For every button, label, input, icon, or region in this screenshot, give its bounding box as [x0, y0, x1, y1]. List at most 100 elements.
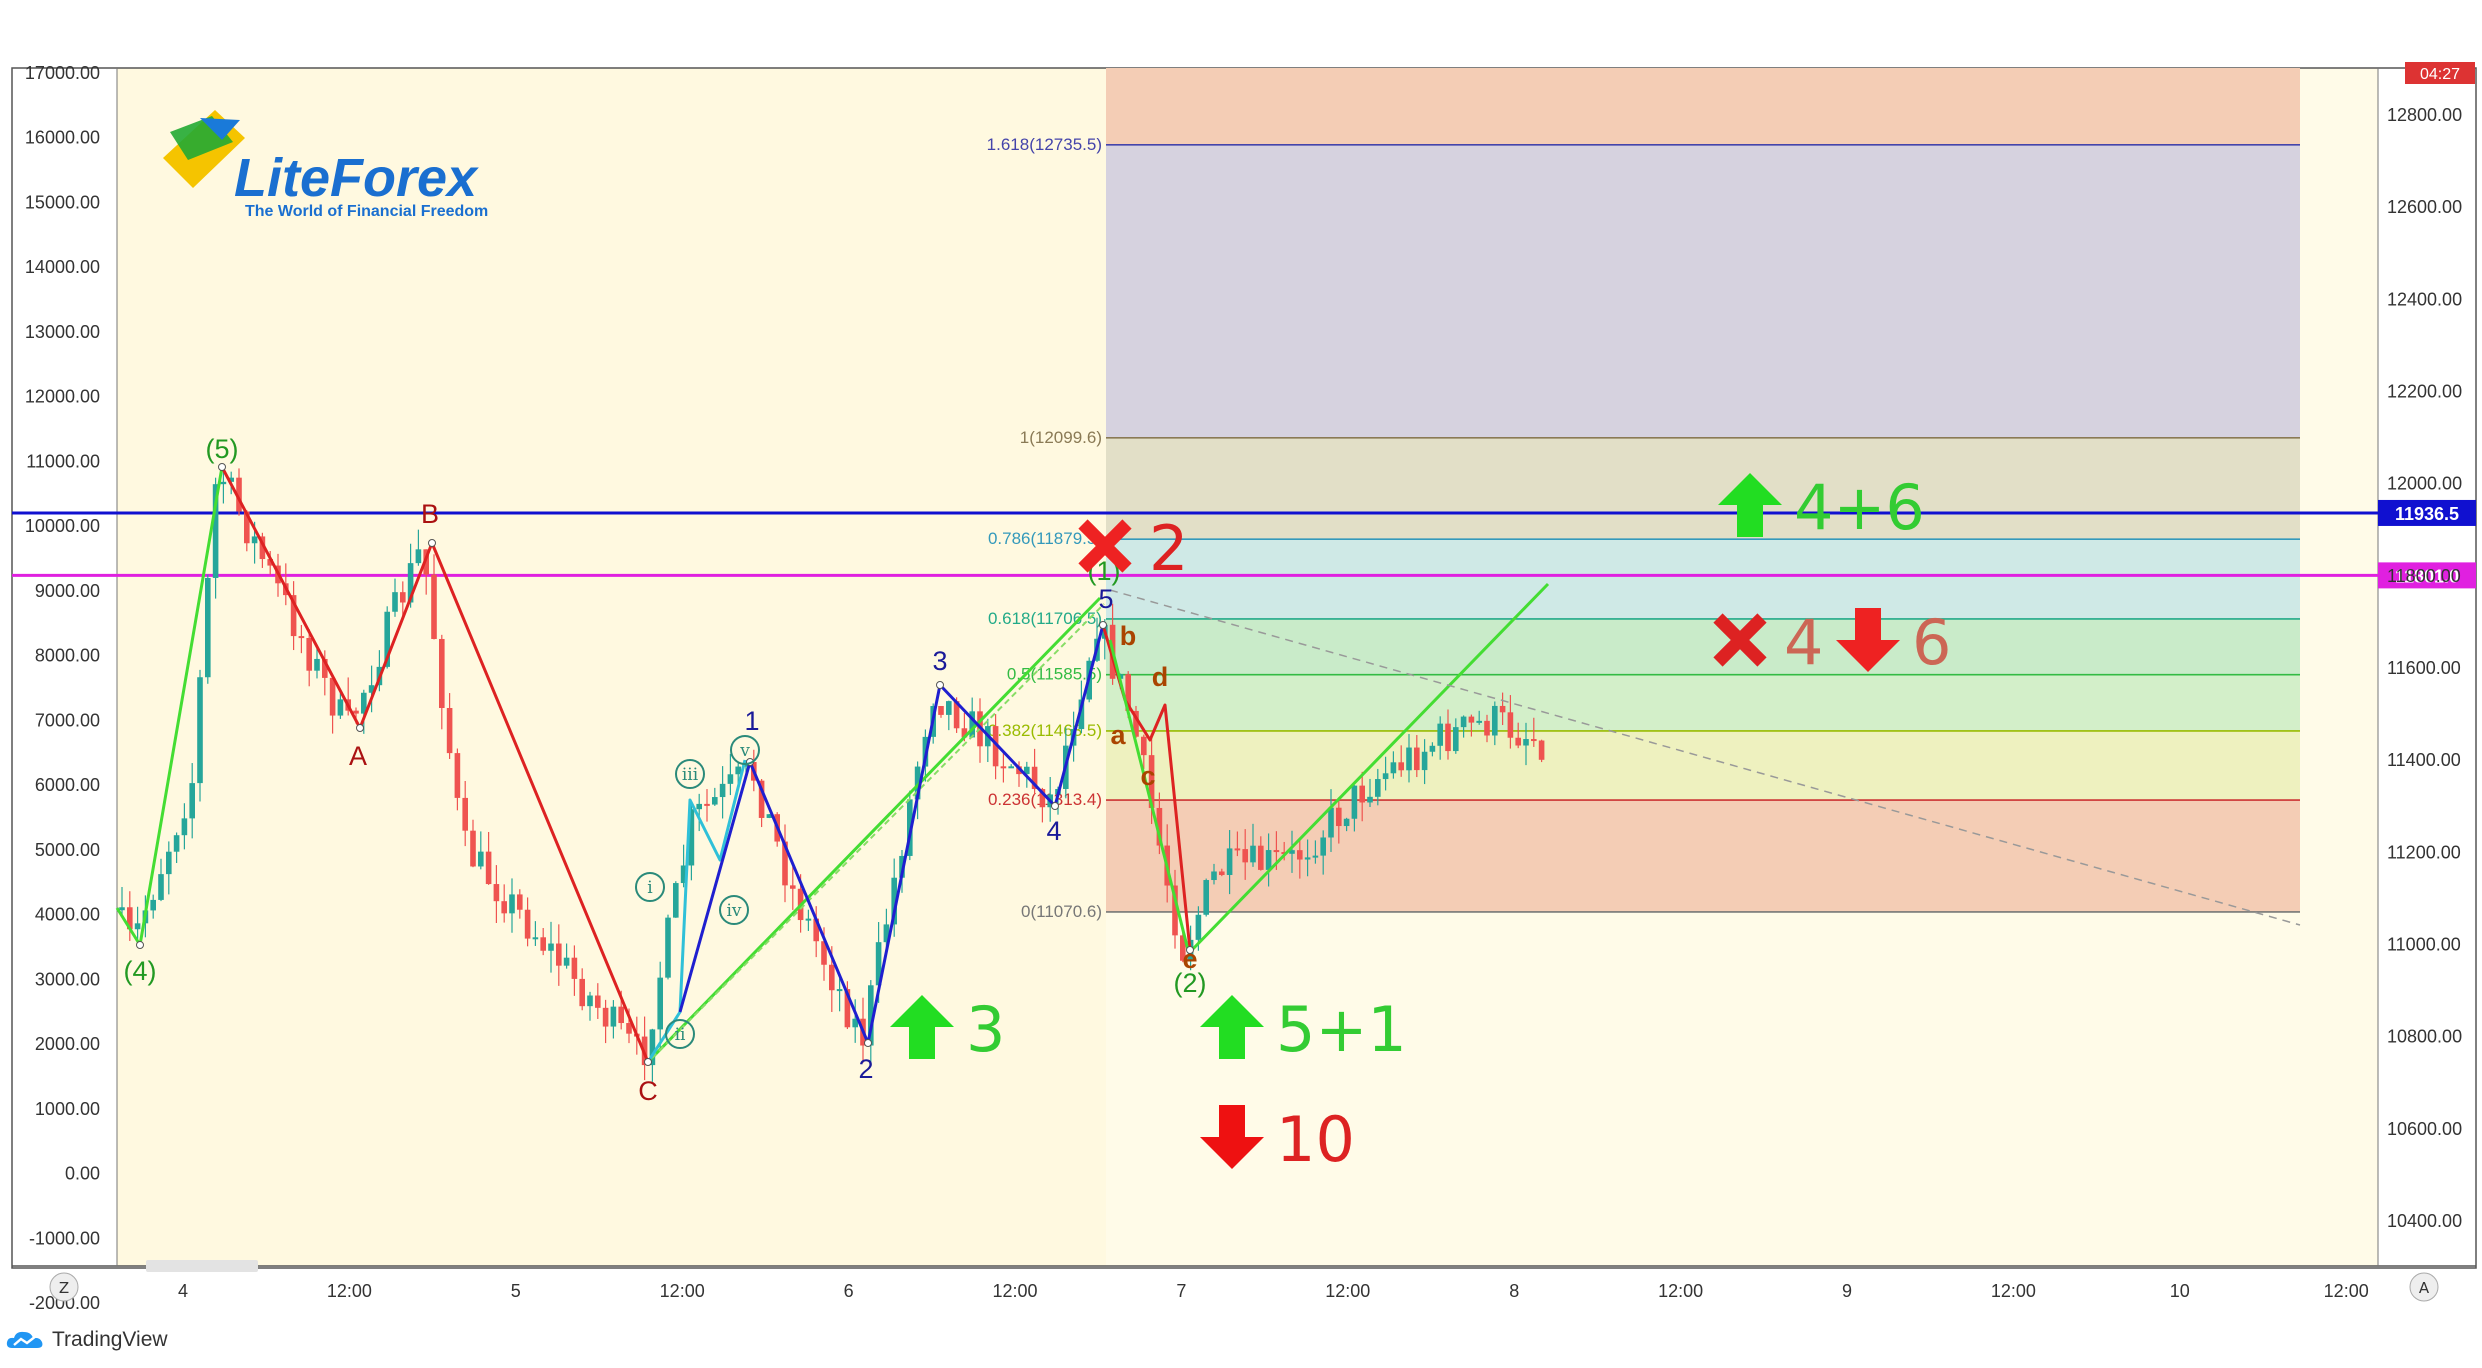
right-tick-12: 10400.00 [2387, 1211, 2462, 1231]
right-tick-5: 11800.00 [2387, 566, 2461, 586]
pivot-3 [428, 539, 436, 547]
candle-body-93 [844, 989, 851, 1028]
candle-body-156 [1336, 807, 1342, 827]
candle-body-166 [1414, 747, 1420, 771]
candle-body-79 [735, 766, 741, 775]
candle-body-151 [1297, 850, 1303, 860]
circled-label-2: iii [682, 765, 699, 785]
x-tick-4: 6 [844, 1281, 854, 1301]
tradingview-footer[interactable]: TradingView [6, 1322, 168, 1358]
wave-label-3: B [421, 499, 439, 529]
candle-body-59 [579, 978, 585, 1007]
candle-body-9 [189, 783, 195, 819]
candle-body-85 [782, 841, 788, 886]
candle-body-147 [1265, 850, 1272, 870]
fib-zone-6 [1106, 800, 2300, 912]
candle-body-86 [790, 885, 796, 889]
signal-text-5: 5+1 [1276, 993, 1407, 1066]
candle-body-82 [758, 780, 765, 818]
candle-body-69 [657, 977, 663, 1030]
signal-text-4: 3 [966, 993, 1005, 1066]
candle-body-160 [1367, 796, 1373, 803]
x-tick-11: 12:00 [1991, 1281, 2036, 1301]
x-tick-3: 12:00 [660, 1281, 705, 1301]
candle-body-58 [571, 957, 578, 979]
candle-body-113 [1000, 766, 1007, 769]
scrollbar-handle [146, 1260, 258, 1272]
candle-body-71 [673, 883, 679, 918]
circled-marker-3 [719, 895, 749, 925]
candle-body-138 [1195, 914, 1202, 940]
candle-body-90 [821, 941, 827, 965]
candle-body-130 [1133, 710, 1139, 737]
circled-marker-4 [730, 735, 760, 765]
candle-body-105 [938, 706, 944, 715]
candle-body-171 [1453, 727, 1459, 752]
candle-body-180 [1523, 739, 1529, 746]
axes: 17000.0016000.0015000.0014000.0013000.00… [25, 63, 2462, 1313]
auto-scale-button-label: A [2419, 1279, 2430, 1297]
fib-zone-5 [1106, 730, 2300, 801]
candle-body-175 [1484, 720, 1490, 736]
wave-label-11: (2) [1174, 968, 1207, 998]
fib-zone-top [1106, 68, 2300, 145]
blue-impulse [678, 624, 1105, 1045]
candle-body-42 [446, 708, 453, 754]
candle-body-68 [649, 1029, 656, 1066]
left-tick-17: 0.00 [65, 1164, 100, 1184]
candle-body-64 [618, 1006, 624, 1024]
pivot-1 [218, 463, 226, 471]
timer-tag [2405, 62, 2475, 84]
green-wave-1-parallel [651, 603, 1105, 1059]
wave-label-9: 5 [1098, 584, 1113, 614]
candle-body-57 [563, 957, 570, 966]
candle-body-23 [298, 636, 305, 639]
right-axis-background [2378, 68, 2476, 1266]
candle-body-28 [337, 699, 344, 716]
candle-body-70 [665, 917, 671, 978]
logo-mark-blue [200, 118, 240, 140]
circled-marker-1 [665, 1019, 695, 1049]
right-tick-7: 11400.00 [2387, 750, 2461, 770]
signal-text-0: 2 [1149, 512, 1188, 585]
candle-body-141 [1219, 871, 1225, 875]
left-tick-8: 9000.00 [35, 581, 100, 601]
candle-body-46 [478, 851, 484, 867]
right-tick-6: 11600.00 [2387, 658, 2461, 678]
candle-body-153 [1312, 855, 1319, 858]
x-tick-12: 10 [2170, 1281, 2190, 1301]
wave-label-1: (4) [124, 956, 157, 986]
signal-text-2: 4 [1784, 606, 1823, 679]
candle-body-98 [883, 924, 890, 943]
signal-icon-2 [1713, 613, 1767, 667]
right-tick-3: 12200.00 [2387, 382, 2462, 402]
candle-body-13 [220, 481, 227, 485]
candle-body-35 [392, 592, 398, 612]
signal-icon-6 [1200, 1105, 1264, 1169]
pivot-8 [1051, 802, 1059, 810]
candle-body-179 [1515, 737, 1521, 746]
candle-body-133 [1156, 807, 1163, 846]
candle-body-47 [485, 851, 492, 885]
fib-zone-3 [1106, 618, 2300, 675]
x-tick-6: 7 [1176, 1281, 1186, 1301]
price-tag-label-0: 11936.5 [2395, 504, 2459, 524]
candle-body-157 [1343, 818, 1350, 827]
wave-label-13: b [1120, 621, 1137, 651]
right-tick-1: 12600.00 [2387, 197, 2462, 217]
pivot-9 [1099, 621, 1107, 629]
candle-body-73 [688, 809, 695, 866]
candle-body-177 [1499, 705, 1506, 713]
candle-body-15 [236, 477, 242, 512]
candle-body-173 [1468, 716, 1475, 723]
candle-body-161 [1375, 779, 1381, 797]
candle-body-150 [1289, 850, 1295, 854]
x-tick-8: 8 [1509, 1281, 1519, 1301]
candle-body-72 [680, 865, 687, 884]
candle-body-32 [368, 685, 375, 693]
fib-zone-1 [1106, 437, 2300, 540]
candle-body-34 [384, 611, 390, 667]
candle-body-148 [1273, 850, 1280, 853]
logo-tagline: The World of Financial Freedom [245, 203, 488, 220]
